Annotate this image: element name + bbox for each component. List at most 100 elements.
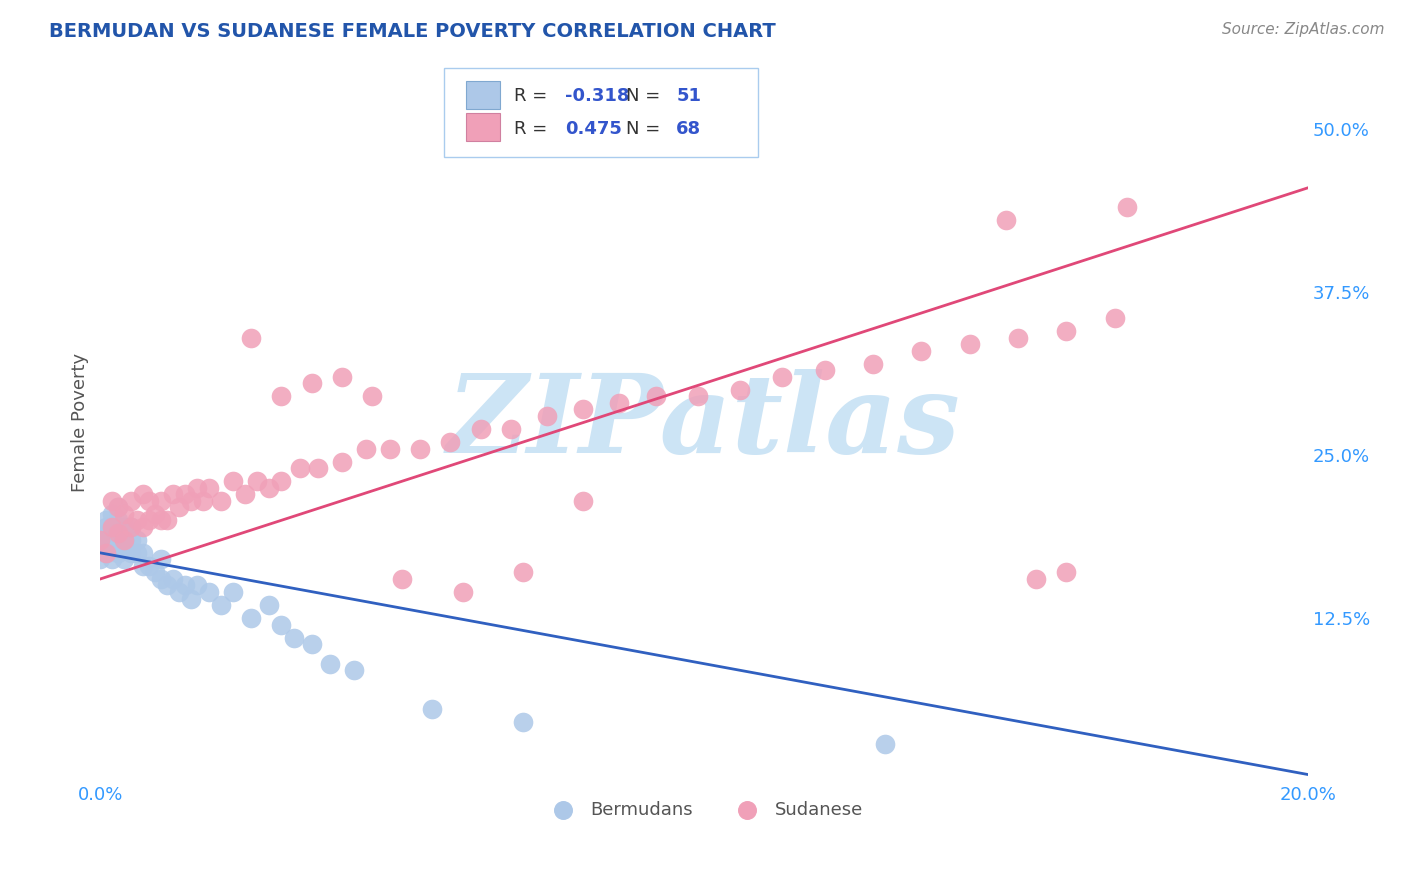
Point bbox=[180, 493, 202, 508]
Point bbox=[120, 546, 142, 560]
Point bbox=[319, 657, 342, 671]
Text: ZIPatlas: ZIPatlas bbox=[447, 368, 960, 476]
Point bbox=[330, 455, 353, 469]
Point bbox=[862, 357, 884, 371]
Point bbox=[270, 389, 292, 403]
Point bbox=[89, 533, 111, 547]
Point bbox=[114, 533, 136, 547]
Point bbox=[1115, 201, 1137, 215]
Point bbox=[96, 533, 118, 547]
Point bbox=[162, 487, 184, 501]
Point bbox=[572, 493, 595, 508]
Text: Source: ZipAtlas.com: Source: ZipAtlas.com bbox=[1222, 22, 1385, 37]
Point bbox=[138, 513, 160, 527]
Point bbox=[114, 520, 136, 534]
Point bbox=[173, 578, 195, 592]
Text: BERMUDAN VS SUDANESE FEMALE POVERTY CORRELATION CHART: BERMUDAN VS SUDANESE FEMALE POVERTY CORR… bbox=[49, 22, 776, 41]
FancyBboxPatch shape bbox=[467, 112, 501, 142]
Point bbox=[156, 513, 179, 527]
Point bbox=[149, 513, 172, 527]
Point bbox=[143, 507, 166, 521]
Point bbox=[301, 376, 323, 391]
Point bbox=[96, 520, 118, 534]
Point bbox=[101, 493, 124, 508]
Point bbox=[131, 487, 153, 501]
Point bbox=[391, 572, 413, 586]
Text: N =: N = bbox=[626, 87, 665, 105]
Point bbox=[246, 474, 269, 488]
Point bbox=[470, 422, 492, 436]
Point bbox=[107, 500, 129, 515]
Point bbox=[198, 585, 221, 599]
Point bbox=[173, 487, 195, 501]
Point bbox=[222, 585, 245, 599]
Point bbox=[307, 461, 329, 475]
Point bbox=[101, 520, 124, 534]
Point bbox=[186, 481, 208, 495]
Point bbox=[114, 540, 136, 554]
Point bbox=[270, 474, 292, 488]
Point bbox=[361, 389, 384, 403]
Point bbox=[240, 611, 263, 625]
Point bbox=[259, 481, 281, 495]
Point bbox=[125, 513, 148, 527]
Text: R =: R = bbox=[515, 120, 554, 137]
Point bbox=[814, 363, 837, 377]
Point bbox=[89, 533, 111, 547]
Point bbox=[114, 533, 136, 547]
Point bbox=[609, 396, 631, 410]
Legend: Bermudans, Sudanese: Bermudans, Sudanese bbox=[538, 793, 870, 826]
Point bbox=[101, 507, 124, 521]
Point bbox=[125, 533, 148, 547]
Point bbox=[180, 591, 202, 606]
Point bbox=[101, 540, 124, 554]
Point bbox=[107, 546, 129, 560]
Point bbox=[162, 572, 184, 586]
Point bbox=[96, 526, 118, 541]
Point bbox=[959, 337, 981, 351]
Text: N =: N = bbox=[626, 120, 665, 137]
Point bbox=[1025, 572, 1047, 586]
FancyBboxPatch shape bbox=[467, 80, 501, 109]
Text: -0.318: -0.318 bbox=[565, 87, 630, 105]
Point bbox=[222, 474, 245, 488]
Point bbox=[288, 461, 311, 475]
Point bbox=[233, 487, 256, 501]
Point bbox=[259, 598, 281, 612]
Point bbox=[198, 481, 221, 495]
Point bbox=[107, 533, 129, 547]
Point bbox=[138, 558, 160, 573]
Point bbox=[686, 389, 709, 403]
Point bbox=[89, 552, 111, 566]
Point bbox=[120, 520, 142, 534]
Point bbox=[572, 402, 595, 417]
Point bbox=[451, 585, 474, 599]
Point bbox=[512, 715, 534, 730]
Text: 51: 51 bbox=[676, 87, 702, 105]
Point bbox=[149, 493, 172, 508]
Point bbox=[1054, 324, 1077, 338]
Point bbox=[439, 435, 461, 450]
Point bbox=[107, 513, 129, 527]
Point bbox=[167, 500, 190, 515]
Point bbox=[156, 578, 179, 592]
Point bbox=[186, 578, 208, 592]
Point bbox=[1007, 331, 1029, 345]
Point bbox=[131, 520, 153, 534]
Point bbox=[536, 409, 558, 423]
Point bbox=[107, 520, 129, 534]
Point bbox=[120, 533, 142, 547]
Point bbox=[209, 598, 232, 612]
Point bbox=[270, 617, 292, 632]
Point bbox=[125, 546, 148, 560]
Point bbox=[209, 493, 232, 508]
Point bbox=[101, 552, 124, 566]
Point bbox=[994, 213, 1017, 227]
Point bbox=[191, 493, 214, 508]
Point bbox=[910, 343, 932, 358]
Point bbox=[107, 526, 129, 541]
Point bbox=[114, 507, 136, 521]
Point bbox=[1104, 311, 1126, 326]
Point bbox=[149, 572, 172, 586]
Point bbox=[378, 442, 401, 456]
